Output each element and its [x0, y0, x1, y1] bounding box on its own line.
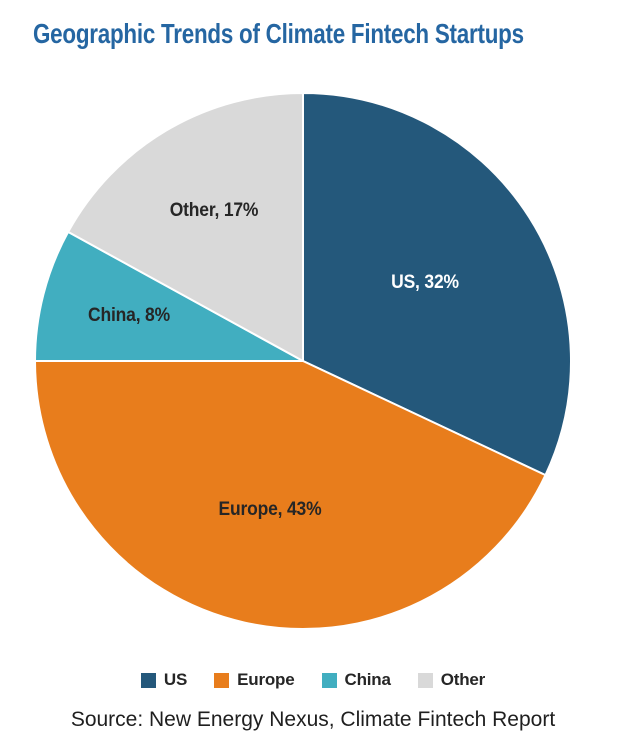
legend-label-other: Other — [440, 670, 486, 689]
pie-slice-china — [34, 230, 304, 362]
legend-swatch-us — [140, 672, 156, 688]
source-line: Source: New Energy Nexus, Climate Fintec… — [70, 708, 556, 731]
legend-label-europe: Europe — [237, 670, 295, 689]
chart-title: Geographic Trends of Climate Fintech Sta… — [33, 18, 524, 49]
legend-swatch-other — [417, 672, 433, 688]
pie-slice-us — [302, 92, 572, 477]
legend-item-china: China — [321, 670, 391, 690]
legend-label-us: US — [163, 670, 188, 689]
legend: US Europe China Other — [0, 668, 626, 692]
pie-slice-other — [67, 92, 304, 362]
slice-label-china: China, 8% — [88, 305, 171, 327]
legend-item-europe: Europe — [214, 670, 295, 690]
legend-swatch-china — [321, 672, 337, 688]
pie-svg — [34, 92, 572, 630]
pie-chart: US, 32% Europe, 43% China, 8% Other, 17% — [23, 81, 583, 641]
legend-label-china: China — [344, 670, 391, 689]
slice-label-us: US, 32% — [391, 272, 460, 294]
legend-item-other: Other — [417, 670, 486, 690]
legend-item-us: US — [140, 670, 188, 690]
slice-label-other: Other, 17% — [170, 200, 259, 222]
slice-label-europe: Europe, 43% — [218, 499, 322, 521]
pie-slice-europe — [34, 360, 547, 630]
legend-swatch-europe — [214, 672, 230, 688]
